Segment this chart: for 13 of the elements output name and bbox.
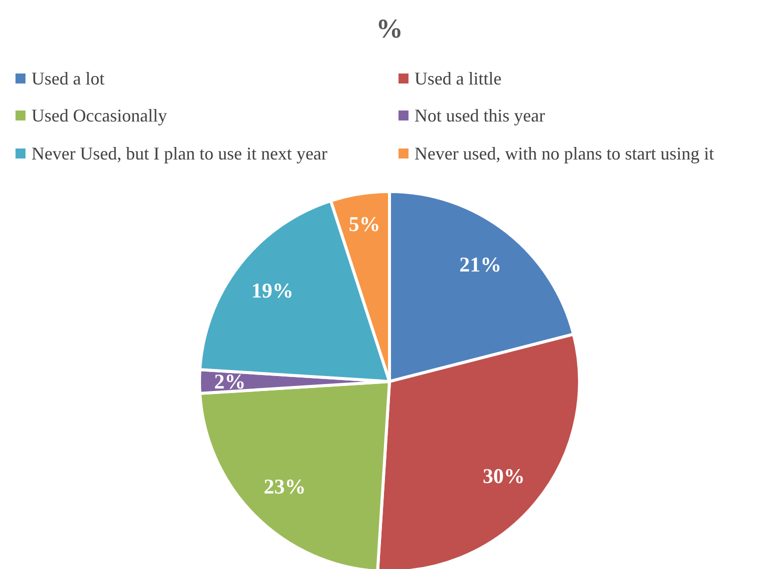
data-label: 5% [348,212,380,236]
data-label: 30% [482,464,525,488]
legend-label: Not used this year [414,106,545,126]
chart-title: % [376,14,403,44]
legend-label: Never Used, but I plan to use it next year [32,144,328,164]
legend-label: Used a lot [32,68,104,88]
legend-label: Never used, with no plans to start using it [414,144,714,164]
legend-label: Used a little [414,68,502,88]
data-label: 21% [459,252,502,276]
data-label: 2% [214,370,246,394]
data-label: 23% [264,474,306,498]
data-label: 19% [251,278,294,303]
legend-label: Used Occasionally [32,106,167,126]
